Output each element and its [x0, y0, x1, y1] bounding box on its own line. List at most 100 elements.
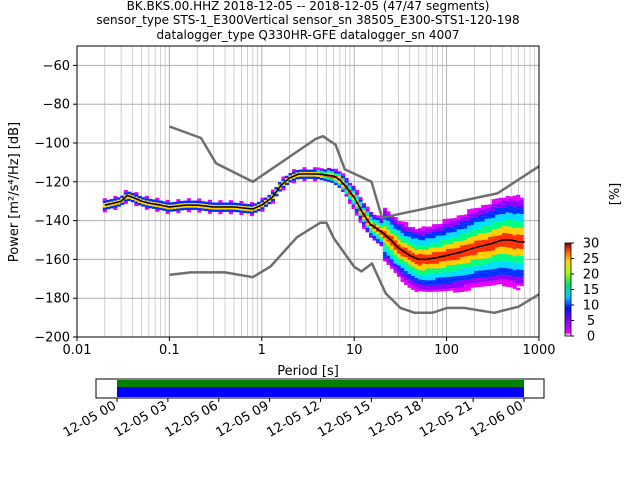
- heatmap-cell: [488, 274, 493, 277]
- heatmap-cell: [481, 246, 486, 250]
- heatmap-cell: [355, 210, 360, 214]
- heatmap-cell: [291, 171, 297, 174]
- heatmap-cell: [516, 266, 521, 270]
- heatmap-cell: [449, 236, 454, 240]
- heatmap-cell: [116, 201, 121, 205]
- heatmap-cell: [502, 274, 507, 278]
- heatmap-cell: [407, 236, 412, 239]
- heatmap-cell: [407, 245, 412, 249]
- heatmap-cell: [425, 249, 430, 253]
- heatmap-cell: [428, 240, 433, 243]
- heatmap-cell: [390, 217, 395, 220]
- heatmap-cell: [407, 280, 412, 284]
- heatmap-cell: [393, 270, 398, 273]
- heatmap-cell: [425, 247, 430, 251]
- heatmap-cell: [484, 283, 489, 287]
- heatmap-cell: [516, 243, 521, 247]
- heatmap-cell: [491, 266, 496, 270]
- heatmap-cell: [365, 209, 370, 212]
- heatmap-cell: [519, 262, 524, 266]
- heatmap-cell: [474, 259, 479, 262]
- heatmap-cell: [481, 214, 486, 217]
- heatmap-cell: [512, 228, 517, 231]
- heatmap-cell: [228, 209, 233, 212]
- heatmap-cell: [383, 259, 388, 262]
- heatmap-cell: [512, 284, 517, 287]
- heatmap-cell: [372, 219, 377, 222]
- heatmap-cell: [470, 231, 475, 235]
- heatmap-cell: [274, 187, 279, 190]
- y-tick-label: −160: [34, 253, 70, 268]
- heatmap-cell: [337, 173, 342, 177]
- heatmap-cell: [481, 207, 486, 210]
- heatmap-cell: [512, 218, 517, 222]
- heatmap-cell: [432, 282, 437, 285]
- heatmap-cell: [414, 235, 419, 239]
- x-tick-label: 10: [346, 343, 363, 358]
- heatmap-cell: [463, 230, 468, 234]
- heatmap-cell: [460, 259, 465, 262]
- heatmap-cell: [333, 168, 339, 172]
- heatmap-cell: [393, 240, 398, 243]
- heatmap-cell: [333, 182, 339, 186]
- heatmap-cell: [498, 256, 503, 259]
- heatmap-cell: [358, 206, 363, 209]
- heatmap-cell: [474, 273, 479, 276]
- heatmap-cell: [512, 258, 517, 261]
- heatmap-cell: [446, 262, 451, 266]
- heatmap-cell: [495, 252, 500, 255]
- heatmap-cell: [270, 196, 276, 199]
- heatmap-cell: [474, 254, 479, 257]
- heatmap-cell: [512, 232, 517, 236]
- heatmap-cell: [467, 276, 472, 280]
- heatmap-cell: [404, 263, 409, 267]
- heatmap-cell: [509, 280, 514, 283]
- heatmap-cell: [407, 269, 412, 272]
- heatmap-cell: [484, 211, 489, 215]
- heatmap-cell: [477, 258, 482, 262]
- heatmap-cell: [256, 204, 261, 207]
- heatmap-cell: [397, 255, 402, 259]
- heatmap-cell: [421, 289, 426, 292]
- heatmap-cell: [386, 248, 391, 251]
- heatmap-cell: [470, 243, 475, 246]
- heatmap-cell: [414, 242, 419, 246]
- heatmap-cell: [428, 242, 433, 246]
- heatmap-cell: [432, 249, 437, 253]
- heatmap-cell: [397, 230, 402, 233]
- heatmap-cell: [512, 270, 517, 273]
- heatmap-cell: [393, 226, 398, 229]
- heatmap-cell: [456, 238, 461, 242]
- heatmap-cell: [512, 223, 517, 226]
- heatmap-cell: [481, 263, 486, 266]
- heatmap-cell: [484, 265, 489, 268]
- heatmap-cell: [474, 268, 479, 271]
- heatmap-cell: [495, 238, 500, 241]
- heatmap-cell: [460, 247, 465, 251]
- heatmap-cell: [155, 204, 160, 208]
- heatmap-cell: [421, 279, 426, 283]
- x-tick-label: 1: [258, 343, 266, 358]
- heatmap-cell: [481, 228, 486, 231]
- heatmap-cell: [414, 277, 419, 281]
- heatmap-cell: [351, 188, 356, 191]
- heatmap-cell: [404, 235, 409, 239]
- heatmap-cell: [519, 197, 524, 201]
- heatmap-cell: [477, 219, 482, 222]
- heatmap-cell: [109, 201, 114, 204]
- heatmap-cell: [411, 250, 416, 253]
- heatmap-cell: [397, 253, 402, 256]
- heatmap-cell: [288, 175, 293, 178]
- heatmap-cell: [397, 220, 402, 224]
- heatmap-cell: [421, 228, 426, 232]
- heatmap-cell: [519, 218, 524, 222]
- heatmap-cell: [372, 221, 377, 225]
- heatmap-cell: [509, 212, 514, 216]
- heatmap-cell: [425, 238, 430, 241]
- heatmap-cell: [369, 221, 374, 224]
- heatmap-cell: [411, 252, 416, 255]
- heatmap-cell: [442, 244, 447, 247]
- heatmap-cell: [516, 250, 521, 254]
- heatmap-cell: [267, 199, 272, 202]
- heatmap-cell: [397, 225, 402, 228]
